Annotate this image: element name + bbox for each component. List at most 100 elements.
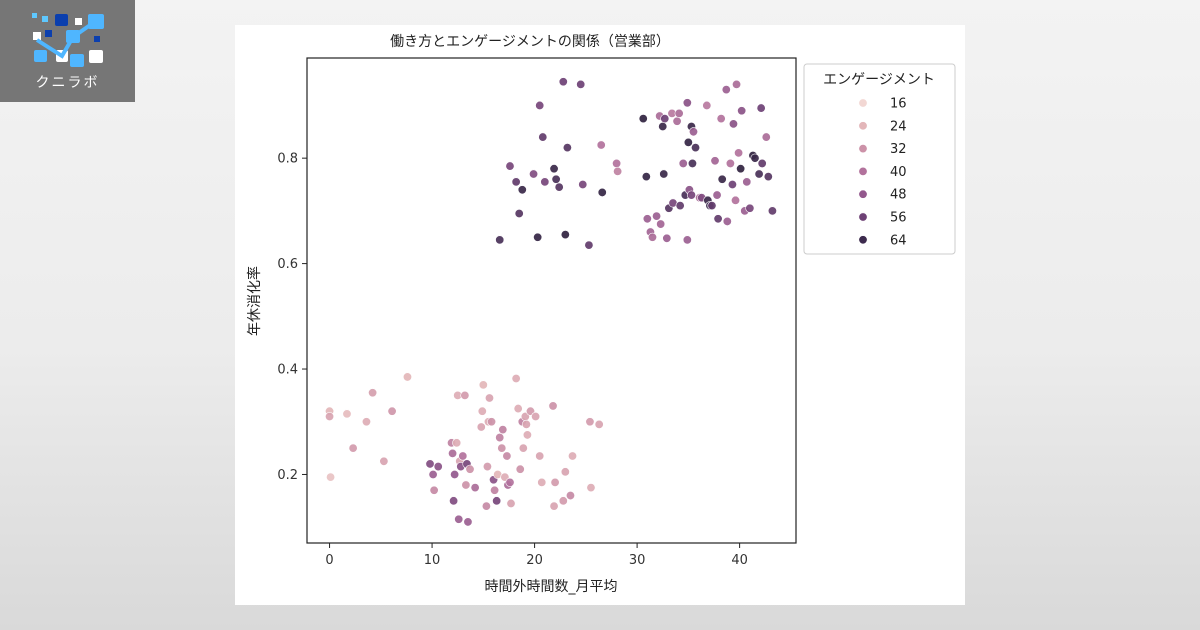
data-point [691,143,701,153]
data-point [535,100,545,110]
data-point [448,448,458,458]
data-point [554,182,564,192]
data-point [511,177,521,187]
data-point [537,477,547,487]
legend-marker [858,166,868,176]
data-point [745,203,755,213]
x-tick-label: 20 [526,553,543,568]
data-point [641,172,651,182]
data-point [725,158,735,168]
data-point [757,158,767,168]
data-point [368,388,378,398]
legend-label: 56 [890,211,907,226]
legend-marker [858,189,868,199]
data-point [731,195,741,205]
data-point [710,156,720,166]
data-point [540,177,550,187]
data-point [497,443,507,453]
data-point [734,148,744,158]
data-point [597,187,607,197]
data-point [490,485,500,495]
data-point [763,172,773,182]
data-point [596,140,606,150]
data-point [728,119,738,129]
data-point [465,464,475,474]
data-point [675,201,685,211]
data-point [682,98,692,108]
x-tick-label: 30 [629,553,646,568]
data-point [463,517,473,527]
data-point [482,462,492,472]
data-point [750,153,760,163]
data-point [511,374,521,384]
legend-label: 16 [890,97,907,112]
data-point [477,406,487,416]
data-point [549,164,559,174]
data-point [682,235,692,245]
data-point [638,114,648,124]
data-point [517,185,527,195]
data-point [521,419,531,429]
legend-marker [858,212,868,222]
legend-marker [858,98,868,108]
data-point [727,180,737,190]
y-tick-label: 0.6 [277,257,298,272]
data-point [535,451,545,461]
data-point [492,496,502,506]
data-point [662,233,672,243]
data-point [565,491,575,501]
y-tick-label: 0.8 [277,152,298,167]
data-point [449,496,459,506]
legend-box [803,63,956,255]
data-point [533,232,543,242]
data-point [558,496,568,506]
x-tick-label: 10 [424,553,441,568]
data-point [487,417,497,427]
points-layer [325,77,777,527]
data-point [586,483,596,493]
data-point [702,100,712,110]
legend-label: 24 [890,119,907,134]
x-tick-label: 40 [731,553,748,568]
data-point [613,166,623,176]
y-tick-label: 0.2 [277,468,298,483]
data-point [450,469,460,479]
logo-text: クニラボ [35,75,100,91]
data-point [550,477,560,487]
data-point [585,417,595,427]
data-point [481,501,491,511]
data-point [736,164,746,174]
data-point [742,177,752,187]
x-tick-label: 0 [325,553,333,568]
data-point [529,169,539,179]
data-point [342,409,352,419]
data-point [687,158,697,168]
data-point [549,501,559,511]
data-point [326,472,336,482]
data-point [688,127,698,137]
data-point [429,485,439,495]
data-point [576,79,586,89]
data-point [674,108,684,118]
data-point [737,106,747,116]
data-point [722,216,732,226]
data-point [470,483,480,493]
data-point [505,161,515,171]
y-axis-label: 年休消化率 [246,266,263,336]
data-point [707,201,717,211]
legend-entries: 16 24 32 40 48 56 64 [858,97,907,248]
y-axis: 0.2 0.4 0.6 0.8 [277,152,307,483]
data-point [361,417,371,427]
data-point [454,514,464,524]
data-point [717,174,727,184]
x-axis: 0 10 20 30 40 [325,543,748,568]
data-point [506,498,516,508]
data-point [428,469,438,479]
data-point [476,422,486,432]
data-point [425,459,435,469]
data-point [660,114,670,124]
y-tick-label: 0.4 [277,363,298,378]
data-point [460,390,470,400]
data-point [461,480,471,490]
brand-logo: クニラボ [0,0,135,102]
